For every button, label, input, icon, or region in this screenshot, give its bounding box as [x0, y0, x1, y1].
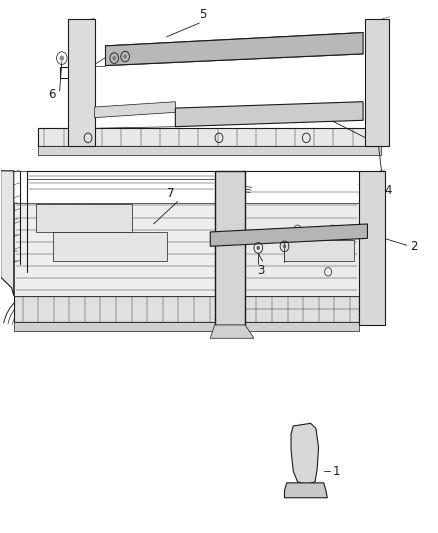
- Circle shape: [60, 55, 64, 61]
- Polygon shape: [210, 325, 254, 338]
- Polygon shape: [175, 102, 363, 127]
- Text: 4: 4: [384, 184, 392, 197]
- Polygon shape: [14, 322, 359, 332]
- Polygon shape: [106, 33, 363, 66]
- Polygon shape: [215, 171, 245, 325]
- Polygon shape: [53, 232, 166, 261]
- Polygon shape: [95, 102, 175, 118]
- Polygon shape: [359, 171, 385, 325]
- Polygon shape: [14, 203, 219, 296]
- Circle shape: [113, 56, 116, 60]
- Polygon shape: [68, 19, 95, 147]
- Circle shape: [257, 246, 260, 250]
- Polygon shape: [1, 171, 14, 296]
- Polygon shape: [285, 483, 327, 498]
- Polygon shape: [35, 204, 132, 232]
- Text: 5: 5: [199, 9, 206, 21]
- Text: 3: 3: [257, 264, 264, 277]
- Polygon shape: [365, 19, 389, 147]
- Polygon shape: [38, 147, 381, 155]
- Polygon shape: [285, 240, 354, 261]
- Text: 2: 2: [410, 240, 417, 253]
- Polygon shape: [38, 128, 381, 147]
- Text: 1: 1: [332, 465, 340, 478]
- Polygon shape: [14, 296, 359, 322]
- Text: 7: 7: [167, 187, 174, 199]
- Circle shape: [124, 54, 127, 59]
- Circle shape: [283, 244, 286, 248]
- Polygon shape: [245, 203, 359, 296]
- Text: 6: 6: [48, 88, 55, 101]
- Polygon shape: [291, 423, 318, 484]
- Polygon shape: [210, 224, 367, 246]
